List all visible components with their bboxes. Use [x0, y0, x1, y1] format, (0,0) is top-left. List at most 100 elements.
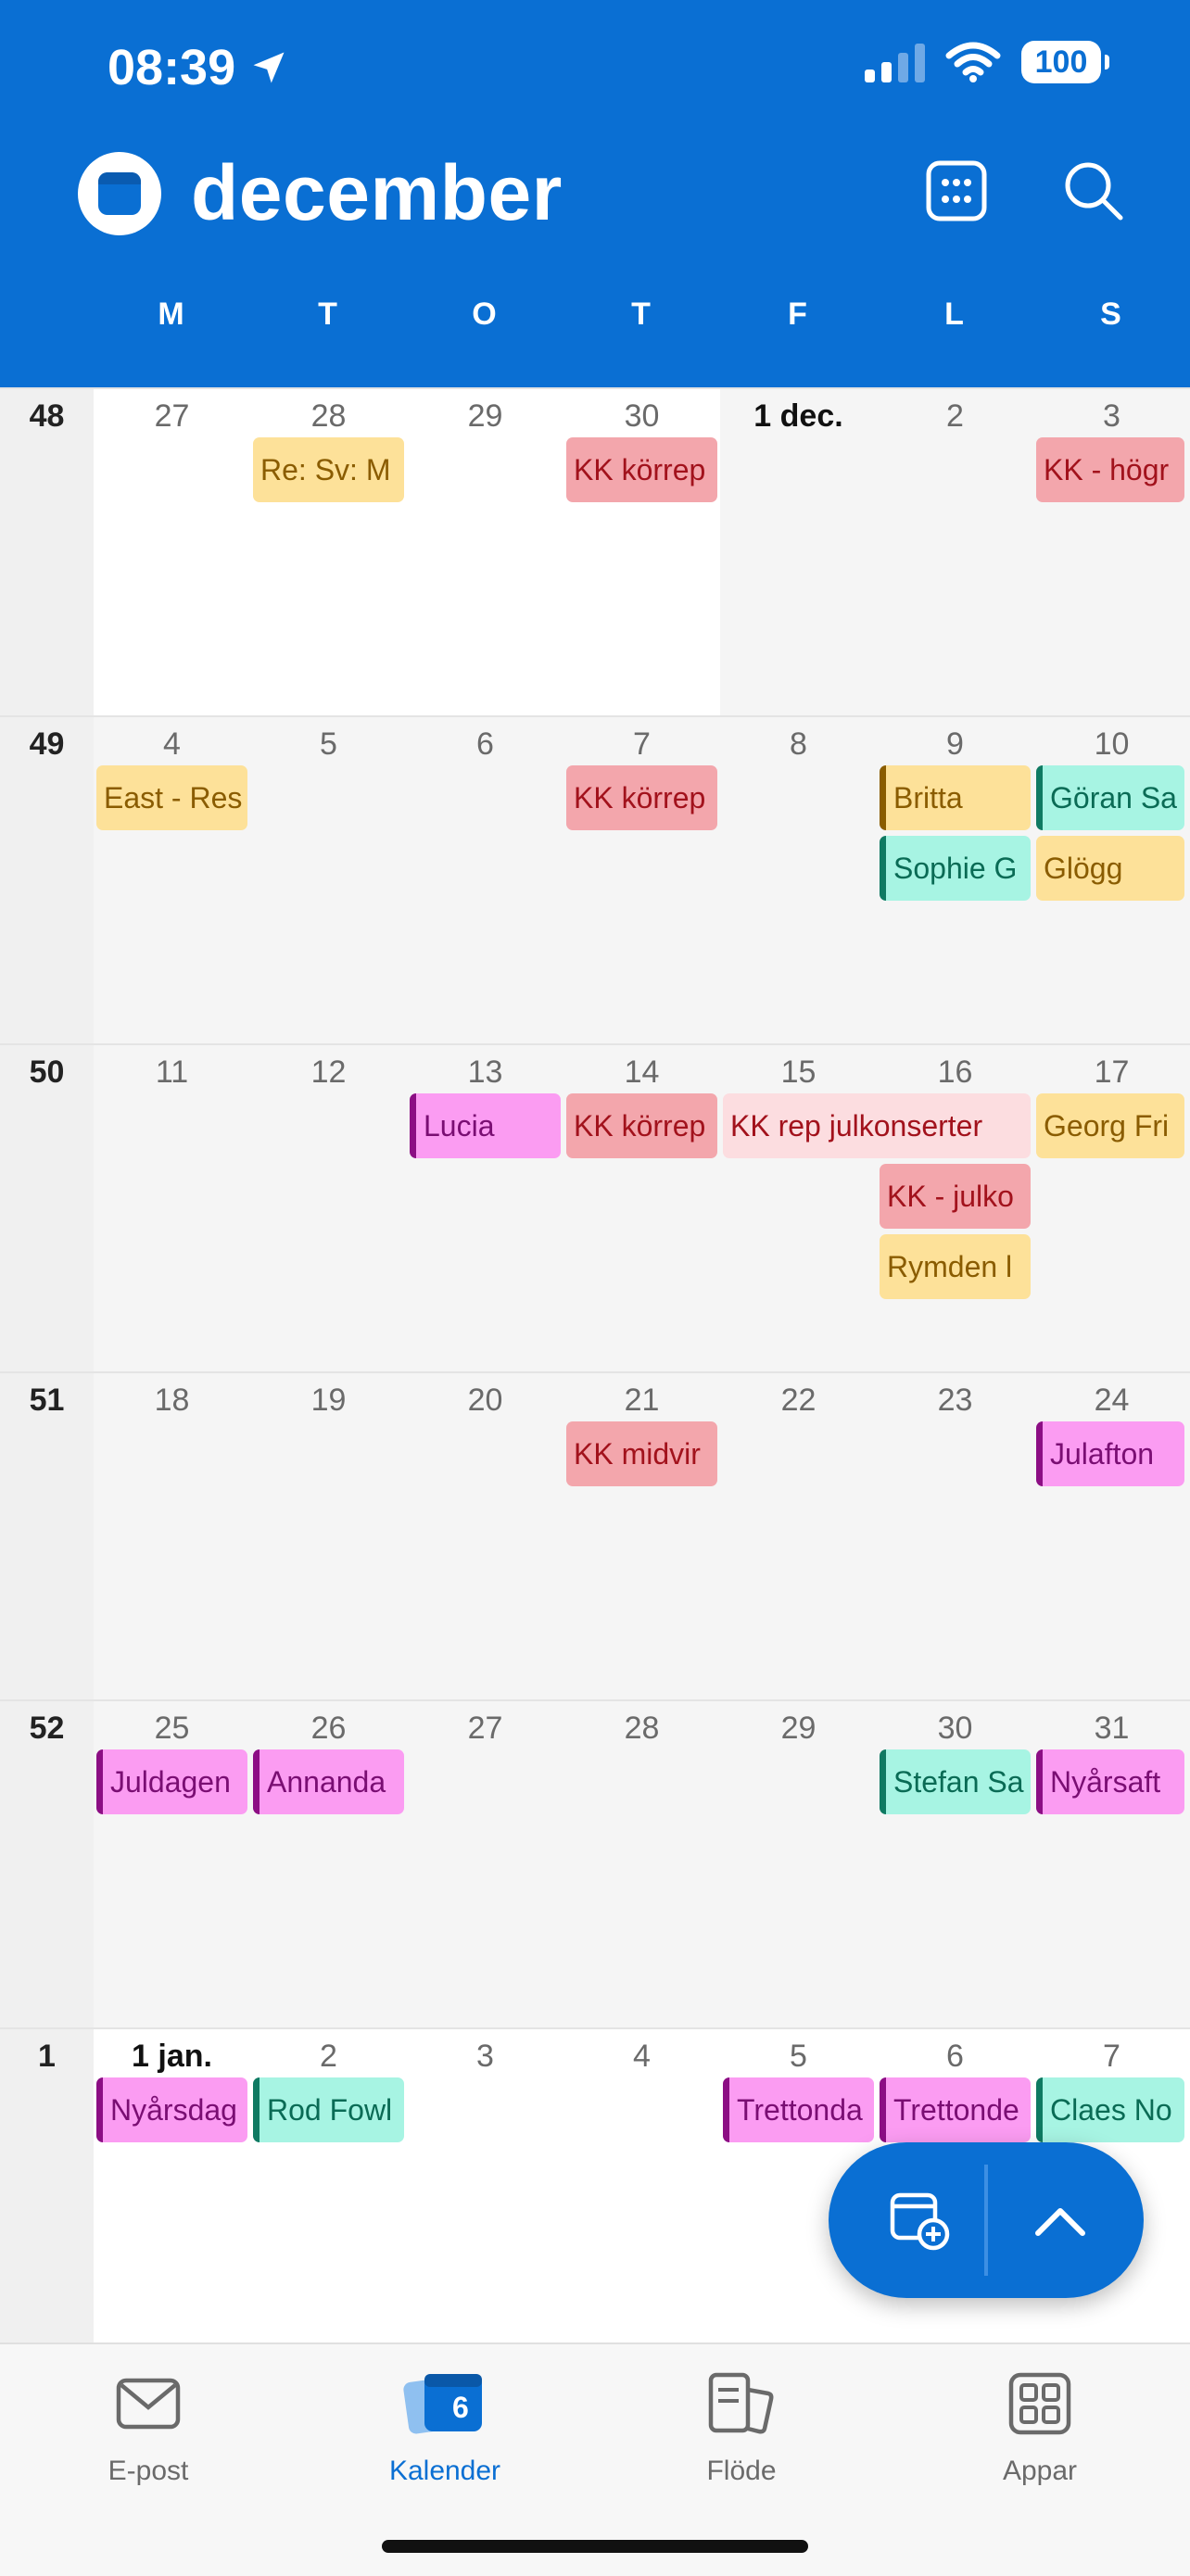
tab-calendar[interactable]: 6 Kalender: [352, 2365, 538, 2487]
day-cell[interactable]: 18: [154, 1383, 190, 1418]
tab-feed[interactable]: Flöde: [649, 2365, 834, 2487]
day-cell[interactable]: 6: [476, 726, 494, 762]
week-number: 51: [0, 1373, 94, 1701]
calendar-event[interactable]: Nyårsaft: [1036, 1749, 1184, 1814]
day-cell[interactable]: 7: [633, 726, 651, 762]
week-row: 52 25 26 27 28 29 30 31 Juldagen Annanda…: [0, 1699, 1190, 2029]
day-cell[interactable]: 28: [624, 1711, 660, 1746]
dow-label: M: [158, 297, 184, 332]
day-cell[interactable]: 4: [563, 2029, 720, 2344]
day-cell[interactable]: 3: [1103, 398, 1120, 434]
day-cell[interactable]: 13: [467, 1054, 503, 1090]
calendar-event[interactable]: KK körrep: [566, 1093, 717, 1158]
day-cell[interactable]: 19: [310, 1383, 347, 1418]
day-cell[interactable]: 1 dec.: [753, 398, 843, 434]
day-cell[interactable]: 27: [94, 389, 250, 717]
tab-apps[interactable]: Appar: [947, 2365, 1133, 2487]
day-cell[interactable]: 14: [624, 1054, 660, 1090]
day-cell[interactable]: 10: [1094, 726, 1130, 762]
title-row[interactable]: december: [78, 148, 563, 238]
day-cell[interactable]: 25: [154, 1711, 190, 1746]
calendar-event[interactable]: Lucia: [410, 1093, 561, 1158]
calendar-event[interactable]: Britta: [880, 765, 1031, 830]
calendar-event[interactable]: Re: Sv: M: [253, 437, 404, 502]
day-cell[interactable]: 3: [407, 2029, 563, 2344]
day-cell[interactable]: 4: [163, 726, 181, 762]
week-number: 52: [0, 1701, 94, 2029]
expand-button[interactable]: [1014, 2174, 1107, 2267]
calendar-event[interactable]: KK - högr: [1036, 437, 1184, 502]
day-cell[interactable]: 16: [937, 1054, 973, 1090]
day-picker-button[interactable]: [921, 156, 992, 226]
calendar-icon[interactable]: [78, 151, 161, 235]
day-cell[interactable]: 1 jan.: [94, 2029, 250, 2344]
calendar-event[interactable]: Annanda: [253, 1749, 404, 1814]
cellular-signal-icon: [865, 42, 925, 82]
calendar-event[interactable]: Sophie G: [880, 836, 1031, 901]
search-icon: [1065, 162, 1123, 221]
day-cell[interactable]: 22: [780, 1383, 817, 1418]
day-cell[interactable]: 9: [946, 726, 964, 762]
week-number: 50: [0, 1045, 94, 1373]
battery-level: 100: [1034, 44, 1088, 80]
status-time-text: 08:39: [108, 40, 236, 95]
day-cell[interactable]: 17: [1094, 1054, 1130, 1090]
day-cell[interactable]: 15: [780, 1054, 817, 1090]
month-title[interactable]: december: [191, 149, 563, 236]
tab-mail[interactable]: E-post: [56, 2365, 241, 2487]
day-cell[interactable]: 11: [155, 1054, 189, 1090]
new-event-button[interactable]: [873, 2174, 966, 2267]
tab-calendar-label: Kalender: [388, 2456, 501, 2486]
mail-icon: [116, 2378, 181, 2430]
day-cell[interactable]: 29: [407, 389, 563, 717]
day-cell[interactable]: 26: [310, 1711, 347, 1746]
day-cell[interactable]: 30: [937, 1711, 973, 1746]
week-number: 48: [0, 389, 94, 717]
day-cell[interactable]: 29: [780, 1711, 817, 1746]
day-cell[interactable]: 31: [1094, 1711, 1130, 1746]
calendar-event[interactable]: KK rep julkonserter: [723, 1093, 1031, 1158]
battery-icon: 100: [1021, 41, 1109, 83]
chevron-up-icon: [1035, 2208, 1085, 2236]
day-cell[interactable]: 21: [624, 1383, 660, 1418]
week-number: 49: [0, 717, 94, 1045]
calendar-event[interactable]: Trettonda: [723, 2077, 874, 2142]
feed-icon: [708, 2372, 774, 2434]
day-cell[interactable]: 23: [937, 1383, 973, 1418]
calendar-event[interactable]: Claes No: [1036, 2077, 1184, 2142]
day-cell[interactable]: 2: [250, 2029, 407, 2344]
calendar-event[interactable]: KK körrep: [566, 765, 717, 830]
calendar-event[interactable]: Georg Fri: [1036, 1093, 1184, 1158]
home-indicator[interactable]: [382, 2540, 808, 2553]
calendar-event[interactable]: Juldagen: [96, 1749, 247, 1814]
calendar-event[interactable]: East - Res: [96, 765, 247, 830]
day-cell[interactable]: 27: [467, 1711, 503, 1746]
day-cell[interactable]: 24: [1094, 1383, 1130, 1418]
calendar-date-badge: 6: [452, 2391, 469, 2424]
dow-label: T: [631, 297, 651, 332]
tab-feed-label: Flöde: [706, 2456, 777, 2486]
calendar-event[interactable]: Glögg: [1036, 836, 1184, 901]
calendar-event[interactable]: Stefan Sa: [880, 1749, 1031, 1814]
tab-bar: E-post 6 Kalender Flöde: [0, 2342, 1190, 2576]
calendar-event[interactable]: KK - julko: [880, 1164, 1031, 1229]
day-cell[interactable]: 20: [467, 1383, 503, 1418]
day-cell[interactable]: 2: [946, 398, 964, 434]
dow-label: F: [788, 297, 807, 332]
calendar-event[interactable]: Göran Sa: [1036, 765, 1184, 830]
calendar-event[interactable]: Rod Fowl: [253, 2077, 404, 2142]
day-cell[interactable]: 8: [790, 726, 807, 762]
new-event-icon: [890, 2192, 950, 2251]
calendar-event[interactable]: Trettonde: [880, 2077, 1031, 2142]
day-cell[interactable]: 12: [310, 1054, 347, 1090]
search-button[interactable]: [1058, 156, 1129, 226]
calendar-event[interactable]: Rymden l: [880, 1234, 1031, 1299]
dow-label: O: [472, 297, 497, 332]
calendar-event[interactable]: KK körrep: [566, 437, 717, 502]
calendar-event[interactable]: KK midvir: [566, 1421, 717, 1486]
calendar-event[interactable]: Nyårsdag: [96, 2077, 247, 2142]
week-row: 49 4 5 6 7 8 9 10 East - Res KK körrep B…: [0, 715, 1190, 1045]
day-cell[interactable]: 5: [320, 726, 337, 762]
calendar-event[interactable]: Julafton: [1036, 1421, 1184, 1486]
wifi-icon: [945, 42, 1001, 82]
